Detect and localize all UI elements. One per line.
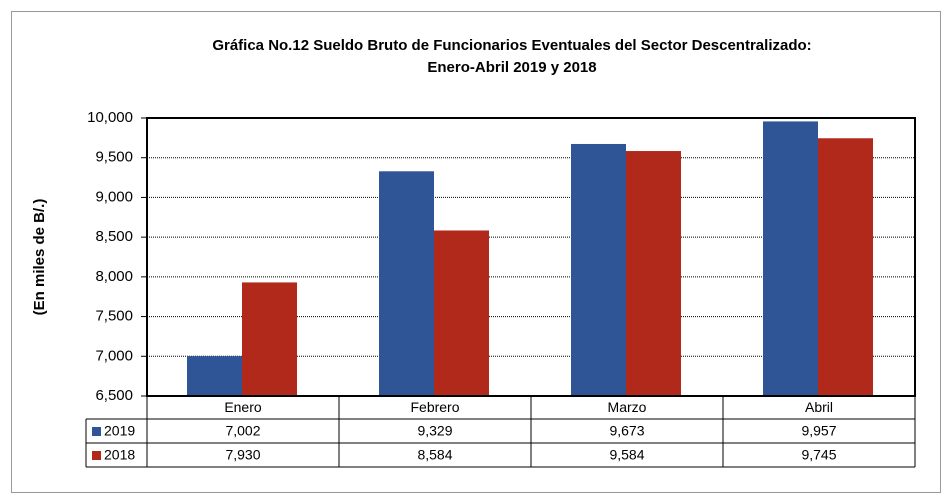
chart-title: Gráfica No.12 Sueldo Bruto de Funcionari…: [212, 37, 811, 54]
table-value: 7,002: [225, 423, 260, 439]
y-tick-label: 10,000: [87, 109, 133, 126]
bar: [434, 230, 489, 396]
bar: [763, 121, 818, 396]
bar: [187, 356, 242, 396]
chart-title: Enero-Abril 2019 y 2018: [427, 59, 596, 76]
x-tick-label: Enero: [224, 399, 262, 415]
table-value: 7,930: [225, 447, 260, 463]
legend-label: 2018: [104, 447, 135, 463]
bar: [379, 171, 434, 396]
table-value: 8,584: [417, 447, 452, 463]
x-tick-label: Febrero: [410, 399, 459, 415]
table-value: 9,745: [801, 447, 836, 463]
y-tick-label: 7,000: [95, 347, 133, 364]
bar: [626, 151, 681, 396]
table-value: 9,329: [417, 423, 452, 439]
y-tick-label: 6,500: [95, 387, 133, 404]
y-tick-label: 8,500: [95, 228, 133, 245]
bar: [818, 138, 873, 397]
y-tick-label: 9,000: [95, 188, 133, 205]
y-tick-label: 7,500: [95, 308, 133, 325]
bar: [571, 143, 626, 396]
x-tick-label: Marzo: [608, 399, 647, 415]
y-tick-label: 9,500: [95, 149, 133, 166]
table-value: 9,957: [801, 423, 836, 439]
x-tick-label: Abril: [805, 399, 833, 415]
legend-label: 2019: [104, 423, 135, 439]
legend-swatch: [92, 451, 101, 460]
legend-swatch: [92, 427, 101, 436]
y-tick-label: 8,000: [95, 268, 133, 285]
bar: [242, 282, 297, 396]
table-value: 9,584: [609, 447, 644, 463]
y-axis-label: (En miles de B/.): [31, 199, 48, 316]
table-value: 9,673: [609, 423, 644, 439]
